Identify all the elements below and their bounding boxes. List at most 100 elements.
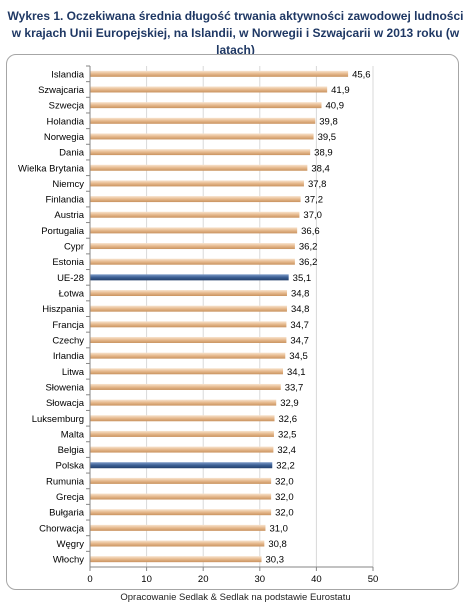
value-label: 34,5 <box>289 351 308 362</box>
bar <box>90 509 272 516</box>
category-label: Szwecja <box>49 101 85 112</box>
x-tick-label-40: 40 <box>311 574 322 585</box>
bar <box>90 102 322 109</box>
value-label: 31,0 <box>269 523 288 534</box>
value-label: 39,5 <box>318 132 337 143</box>
value-label: 32,4 <box>277 445 296 456</box>
bar <box>90 383 281 390</box>
category-label: Rumunia <box>46 476 85 487</box>
category-label: Islandia <box>51 69 84 80</box>
value-label: 41,9 <box>331 85 350 96</box>
x-tick-label-20: 20 <box>198 574 209 585</box>
value-label: 34,7 <box>290 320 309 331</box>
bar <box>90 211 300 218</box>
bar <box>90 70 349 77</box>
category-label: Niemcy <box>52 179 84 190</box>
value-label: 34,7 <box>290 335 309 346</box>
bar <box>90 352 286 359</box>
category-label: Malta <box>61 429 85 440</box>
bar <box>90 556 262 563</box>
x-tick-label-0: 0 <box>87 574 92 585</box>
x-tick-label-50: 50 <box>368 574 379 585</box>
category-label: Norwegia <box>44 132 85 143</box>
value-label: 30,8 <box>268 539 287 550</box>
category-label: Estonia <box>52 257 84 268</box>
category-label: UE-28 <box>57 273 84 284</box>
value-label: 35,1 <box>293 273 312 284</box>
category-label: Polska <box>55 461 84 472</box>
value-label: 32,2 <box>276 461 295 472</box>
chart-title-line-1: Wykres 1. Oczekiwana średnia długość trw… <box>7 9 464 23</box>
bar <box>90 368 284 375</box>
bar <box>90 477 272 484</box>
bar <box>90 149 311 156</box>
category-label: Słowenia <box>45 382 84 393</box>
value-label: 34,8 <box>291 304 310 315</box>
bar <box>90 196 301 203</box>
bar <box>90 305 287 312</box>
category-label: Belgia <box>58 445 85 456</box>
bar <box>90 446 274 453</box>
value-label: 39,8 <box>319 116 338 127</box>
category-label: Cypr <box>64 242 84 253</box>
value-label: 38,9 <box>314 148 333 159</box>
chart-title: Wykres 1. Oczekiwana średnia długość trw… <box>0 8 471 59</box>
bar <box>90 430 274 437</box>
bar <box>90 524 266 531</box>
value-label: 33,7 <box>285 382 304 393</box>
category-label: Łotwa <box>59 289 85 300</box>
x-tick-label-10: 10 <box>141 574 152 585</box>
value-label: 45,6 <box>352 69 371 80</box>
bar <box>90 243 295 250</box>
bar <box>90 336 287 343</box>
category-label: Finlandia <box>45 195 84 206</box>
bar <box>90 258 295 265</box>
category-label: Austria <box>54 210 84 221</box>
bar <box>90 540 265 547</box>
value-label: 37,8 <box>308 179 327 190</box>
value-label: 32,0 <box>275 476 294 487</box>
bar <box>90 415 275 422</box>
bar <box>90 227 298 234</box>
value-label: 37,2 <box>305 195 324 206</box>
bar <box>90 321 287 328</box>
value-label: 32,6 <box>279 414 298 425</box>
x-tick-label-30: 30 <box>255 574 266 585</box>
category-label: Chorwacja <box>39 523 85 534</box>
category-label: Holandia <box>47 116 85 127</box>
bar <box>90 399 277 406</box>
bar <box>90 290 287 297</box>
chart-title-line-2: w krajach Unii Europejskiej, na Islandii… <box>11 26 460 57</box>
category-label: Dania <box>59 148 85 159</box>
bar <box>90 86 328 93</box>
category-label: Włochy <box>53 555 84 566</box>
value-label: 32,0 <box>275 492 294 503</box>
category-label: Francja <box>52 320 84 331</box>
category-label: Luksemburg <box>32 414 84 425</box>
bar-highlighted <box>90 274 289 281</box>
value-label: 36,2 <box>299 242 318 253</box>
category-label: Portugalia <box>41 226 84 237</box>
category-label: Czechy <box>52 335 84 346</box>
value-label: 32,9 <box>280 398 299 409</box>
category-label: Węgry <box>57 539 85 550</box>
value-label: 36,2 <box>299 257 318 268</box>
bar <box>90 117 316 124</box>
value-label: 32,0 <box>275 508 294 519</box>
category-label: Litwa <box>62 367 85 378</box>
value-label: 30,3 <box>265 555 284 566</box>
bar-highlighted <box>90 462 273 469</box>
category-label: Irlandia <box>53 351 85 362</box>
bar <box>90 493 272 500</box>
value-label: 36,6 <box>301 226 320 237</box>
value-label: 37,0 <box>303 210 322 221</box>
value-label: 40,9 <box>325 101 344 112</box>
category-label: Hiszpania <box>42 304 84 315</box>
value-label: 38,4 <box>311 163 330 174</box>
category-label: Szwajcaria <box>38 85 85 96</box>
category-label: Bułgaria <box>49 508 85 519</box>
category-label: Wielka Brytania <box>18 163 85 174</box>
category-label: Grecja <box>56 492 85 503</box>
bar <box>90 180 304 187</box>
